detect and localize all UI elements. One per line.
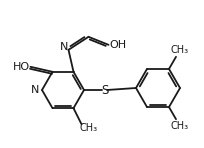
Text: S: S	[101, 83, 109, 96]
Text: CH₃: CH₃	[171, 45, 189, 55]
Text: N: N	[31, 85, 39, 95]
Text: HO: HO	[13, 62, 30, 72]
Text: CH₃: CH₃	[79, 123, 98, 133]
Text: N: N	[60, 42, 69, 52]
Text: CH₃: CH₃	[171, 121, 189, 131]
Text: OH: OH	[109, 40, 126, 50]
